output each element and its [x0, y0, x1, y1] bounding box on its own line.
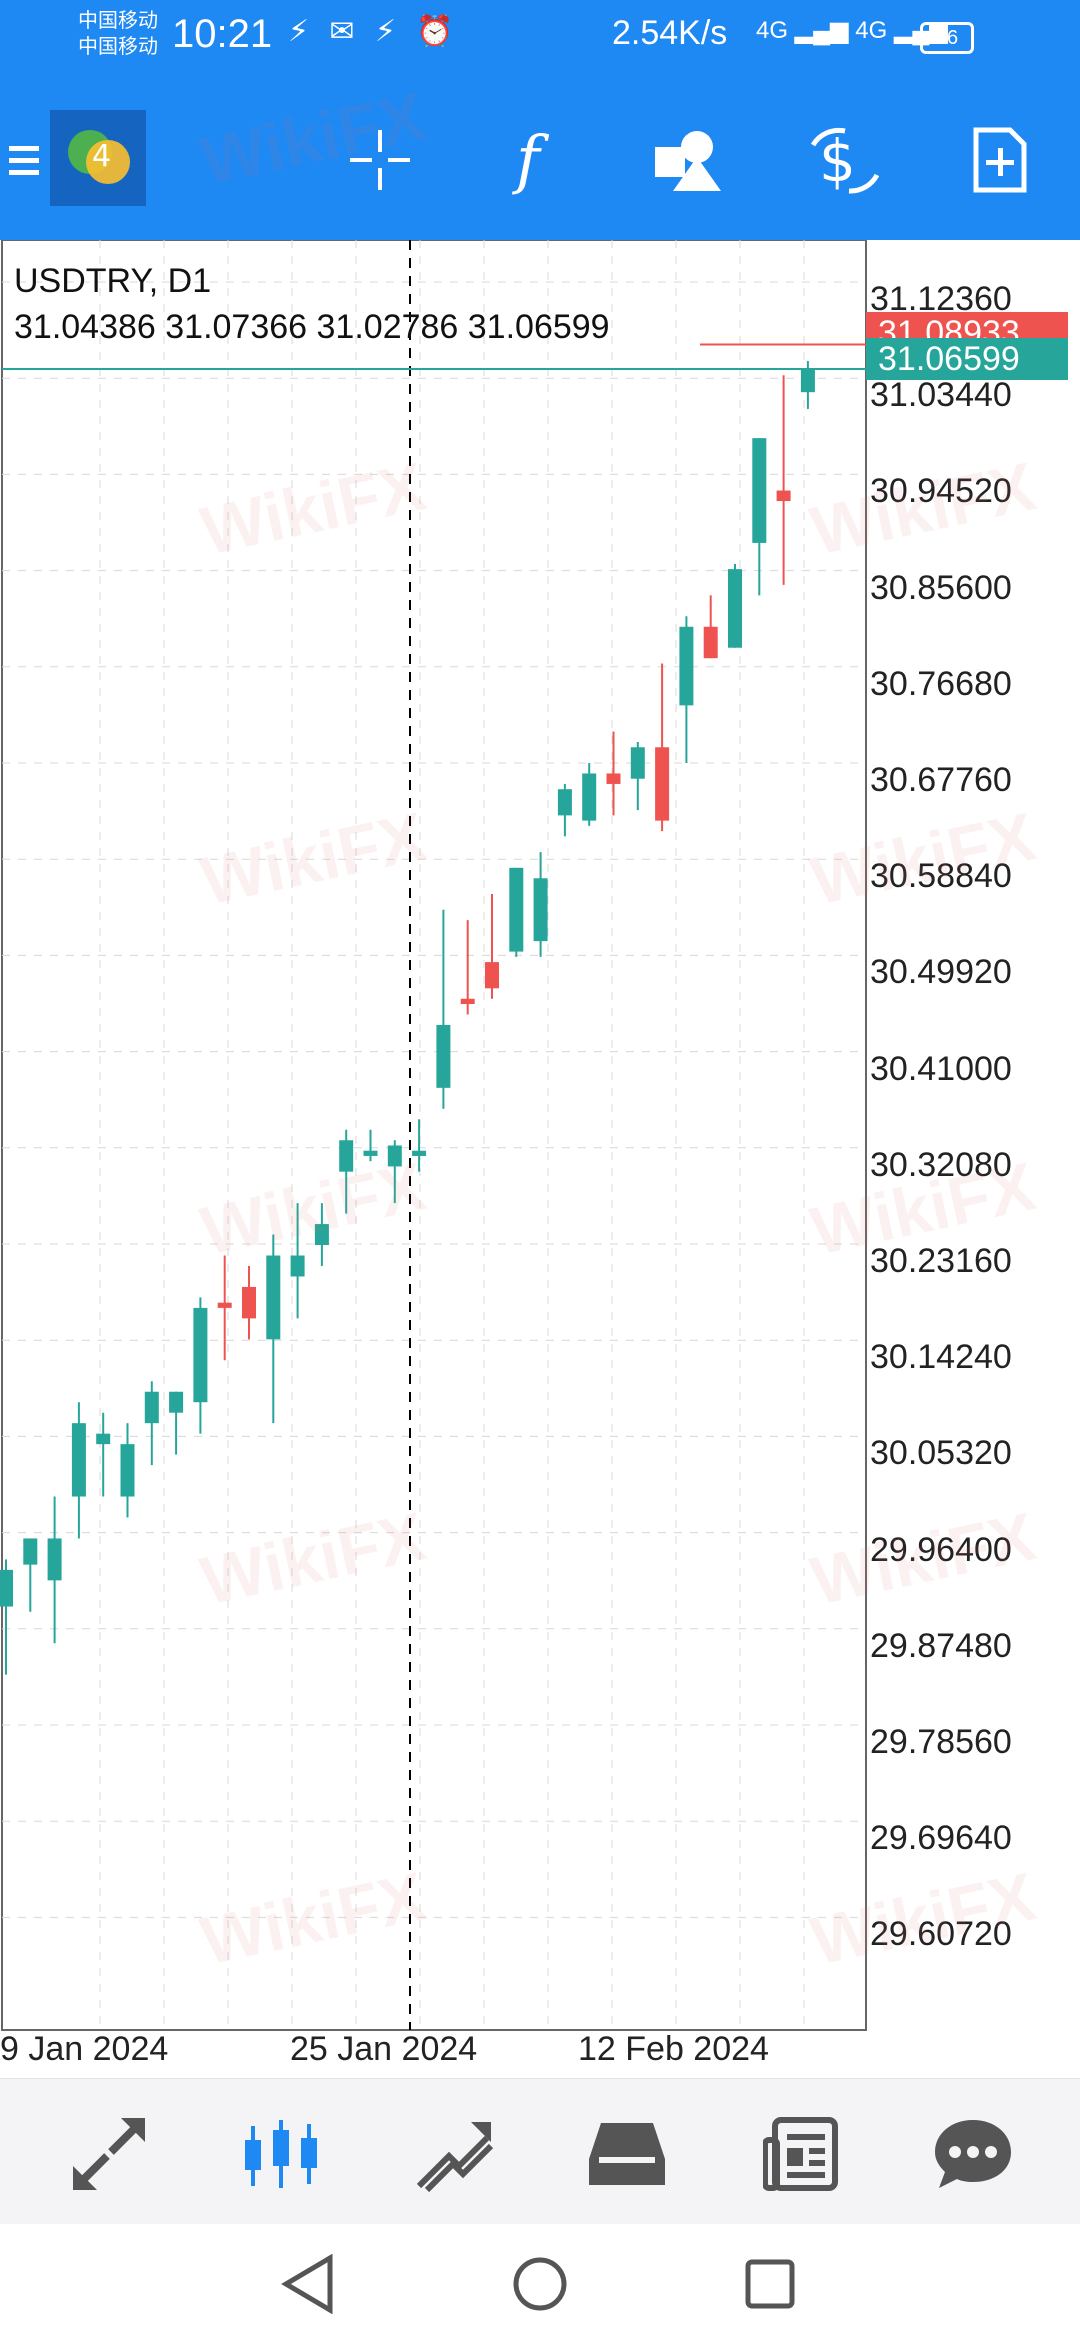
candle-body — [71, 1423, 86, 1497]
chart-area[interactable] — [0, 240, 1080, 2070]
candle-body — [533, 878, 548, 942]
candle-body — [169, 1391, 184, 1413]
candle-body — [242, 1286, 256, 1319]
function-icon[interactable]: f — [494, 120, 574, 200]
network-rate: 2.54K/s — [612, 14, 728, 52]
status-bar: 中国移动 中国移动 10:21 ⚡ ✉ ⚡ ⏰ 2.54K/s 4G ▂▄▆ 4… — [0, 0, 1080, 80]
svg-text:f: f — [512, 125, 550, 195]
price-axis-label: 30.05320 — [870, 1434, 1012, 1473]
candle-body — [436, 1024, 451, 1088]
svg-text:$: $ — [819, 127, 856, 195]
signal-status: 4G ▂▄▆ 4G ▂▄▆ — [756, 17, 948, 44]
candle-body — [339, 1140, 354, 1172]
price-axis-label: 30.32080 — [870, 1145, 1012, 1184]
candle-body — [655, 747, 670, 821]
plot-frame — [1, 240, 867, 2031]
trade-nav-icon[interactable] — [408, 2109, 498, 2199]
candlestick-chart[interactable] — [0, 240, 1080, 2070]
trade-icon[interactable]: $ — [800, 120, 890, 200]
battery-indicator: 16 — [920, 22, 974, 54]
chart-icon[interactable] — [236, 2109, 326, 2199]
clock: 10:21 — [172, 12, 273, 56]
candle-body — [266, 1255, 281, 1340]
candle-body — [630, 747, 645, 779]
candle-body — [23, 1538, 38, 1565]
candle-body — [752, 438, 767, 543]
carrier-info: 中国移动 中国移动 — [78, 8, 158, 60]
signal-2-label: 4G — [855, 17, 888, 44]
candle-body — [460, 998, 475, 1005]
candle-body — [557, 789, 572, 816]
candle-body — [193, 1307, 208, 1403]
messages-icon[interactable] — [928, 2109, 1018, 2199]
history-icon[interactable] — [582, 2109, 672, 2199]
candle-body — [679, 626, 694, 706]
candle-body — [606, 773, 621, 784]
candle-body — [582, 773, 597, 821]
objects-icon[interactable] — [648, 120, 728, 200]
crosshair-icon[interactable] — [340, 120, 420, 200]
candle-body — [47, 1538, 62, 1581]
back-icon[interactable] — [268, 2244, 348, 2324]
price-axis-label: 29.78560 — [870, 1723, 1012, 1761]
price-axis-label: 29.60720 — [870, 1915, 1012, 1954]
menu-icon[interactable] — [0, 120, 50, 200]
news-icon[interactable] — [756, 2109, 846, 2199]
candle-body — [314, 1224, 329, 1246]
signal-1-label: 4G — [756, 17, 789, 44]
price-axis-label: 29.87480 — [870, 1626, 1012, 1665]
recents-icon[interactable] — [730, 2244, 810, 2324]
symbol-timeframe: USDTRY, D1 — [14, 262, 212, 300]
price-axis-label: 30.58840 — [870, 857, 1012, 896]
candle-body — [485, 962, 499, 989]
candle-body — [144, 1391, 159, 1424]
price-axis-label: 29.69640 — [870, 1819, 1012, 1858]
candle-body — [387, 1145, 402, 1167]
carrier-1: 中国移动 — [78, 10, 158, 32]
quotes-icon[interactable] — [64, 2109, 154, 2199]
candle-body — [776, 490, 791, 502]
candle-body — [728, 569, 742, 648]
price-axis-label: 31.03440 — [870, 376, 1012, 415]
candle-body — [290, 1255, 305, 1277]
candle-body — [0, 1569, 13, 1607]
bottom-navigation — [0, 2078, 1080, 2225]
price-axis-label: 30.23160 — [870, 1242, 1012, 1280]
price-axis-label: 30.41000 — [870, 1049, 1012, 1088]
metatrader-logo[interactable]: 4 — [50, 110, 146, 206]
candle-body — [363, 1150, 378, 1156]
candle-body — [96, 1433, 111, 1445]
date-label: 25 Jan 2024 — [290, 2030, 478, 2068]
carrier-2: 中国移动 — [78, 36, 158, 58]
candle-body — [800, 368, 815, 393]
candle-body — [412, 1150, 427, 1156]
svg-text:4: 4 — [92, 139, 111, 174]
price-axis-label: 30.49920 — [870, 953, 1012, 992]
chart-toolbar: 4 f $ — [0, 80, 1080, 240]
candle-body — [703, 626, 718, 659]
date-label: 9 Jan 2024 — [0, 2030, 169, 2068]
bid-price-tag: 31.06599 — [866, 338, 1068, 380]
new-order-icon[interactable] — [960, 120, 1040, 200]
date-label: 12 Feb 2024 — [578, 2030, 769, 2068]
candle-body — [120, 1444, 135, 1497]
price-axis-label: 30.67760 — [870, 761, 1012, 799]
system-navigation — [0, 2224, 1080, 2340]
price-axis-label: 29.96400 — [870, 1530, 1012, 1569]
ohlc-values: 31.04386 31.07366 31.02786 31.06599 — [14, 308, 610, 346]
candle-body — [509, 867, 524, 952]
price-axis-label: 31.12360 — [870, 280, 1012, 318]
home-icon[interactable] — [500, 2244, 580, 2324]
price-axis-label: 30.76680 — [870, 664, 1012, 703]
price-axis-label: 30.94520 — [870, 472, 1012, 511]
price-axis-label: 30.14240 — [870, 1338, 1012, 1377]
candle-body — [217, 1302, 232, 1308]
price-axis-label: 30.85600 — [870, 568, 1012, 607]
notification-icons: ⚡ ✉ ⚡ ⏰ — [288, 15, 460, 48]
